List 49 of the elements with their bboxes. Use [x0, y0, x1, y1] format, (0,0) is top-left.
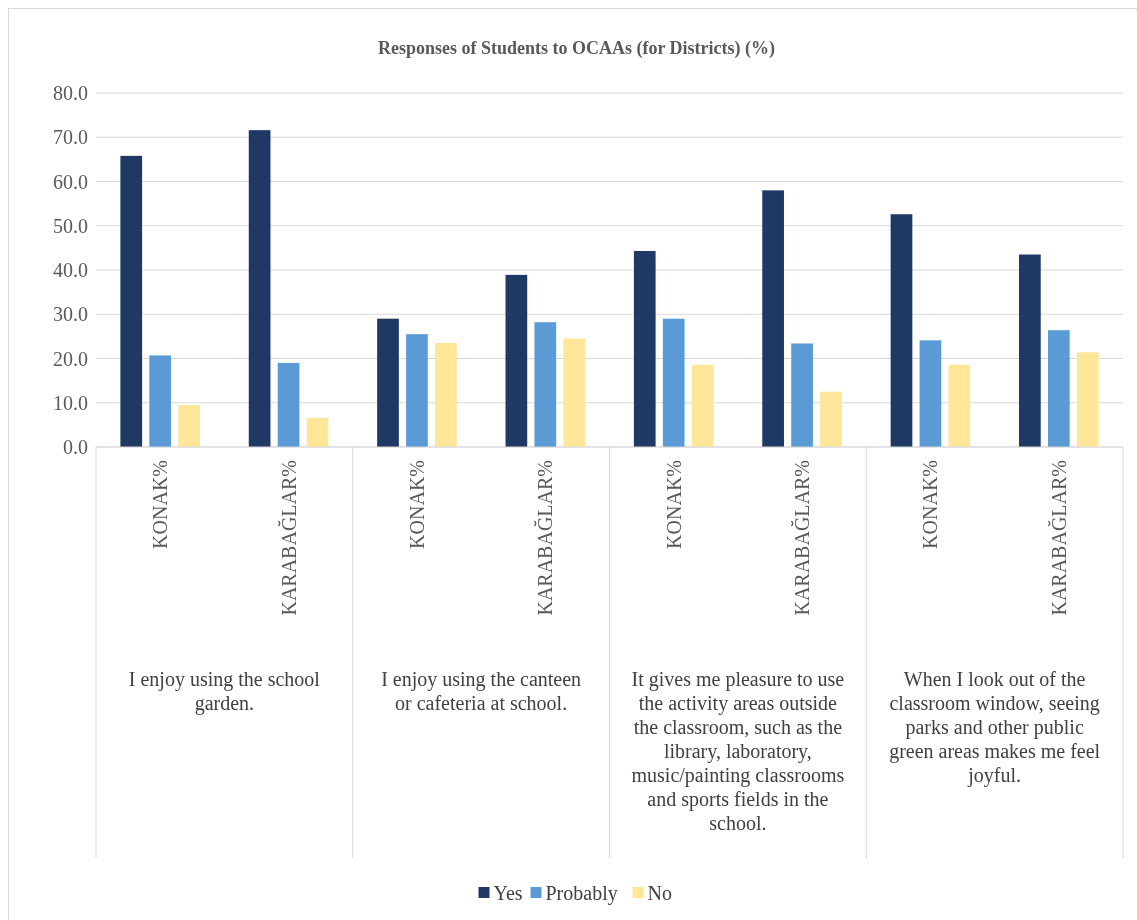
- y-tick-label: 50.0: [53, 214, 88, 237]
- y-tick-label: 30.0: [53, 303, 88, 326]
- bar: [662, 318, 685, 447]
- y-tick-label: 60.0: [53, 170, 88, 193]
- bar: [149, 355, 172, 447]
- bar: [377, 318, 399, 447]
- bar: [306, 417, 329, 447]
- bar: [178, 404, 200, 447]
- x-tick-label: KONAK%: [919, 460, 942, 549]
- legend-label: Probably: [545, 882, 618, 905]
- bar: [919, 340, 942, 447]
- bar: [534, 322, 557, 447]
- bar: [948, 364, 971, 447]
- legend-label: Yes: [493, 882, 523, 904]
- x-tick-label: KARABAĞLAR%: [791, 460, 814, 616]
- x-tick-label: KONAK%: [662, 460, 685, 549]
- y-tick-label: 40.0: [53, 259, 88, 281]
- bar: [563, 338, 586, 447]
- legend-label: No: [647, 882, 672, 904]
- bar: [248, 130, 271, 447]
- bar: [1076, 352, 1099, 447]
- y-tick-label: 20.0: [53, 347, 88, 370]
- bar: [435, 343, 457, 447]
- y-tick-label: 80.0: [53, 82, 88, 104]
- text: It gives me pleasure to use the activity areas outside the classroom, such as the library, laboratory, music/painting classrooms and sports fields in the school.: [631, 668, 845, 834]
- text: I enjoy using the school garden.: [128, 668, 321, 715]
- bar: [1019, 254, 1041, 447]
- bar: [1047, 330, 1070, 447]
- text: When I look out of the classroom window, seeing parks and other public green areas makes me feel joyful.: [889, 668, 1101, 787]
- bar: [791, 343, 813, 447]
- x-tick-label: KARABAĞLAR%: [1047, 460, 1070, 616]
- y-tick-label: 10.0: [53, 391, 88, 414]
- bar: [505, 274, 528, 447]
- bar: [820, 391, 842, 447]
- bar: [406, 334, 428, 447]
- chart-title: Responses of Students to OCAAs (for Districts) (%): [377, 38, 776, 59]
- text: I enjoy using the canteen or cafeteria at school.: [381, 668, 582, 714]
- bar: [890, 214, 913, 447]
- bar: [120, 155, 143, 447]
- x-tick-label: KONAK%: [405, 460, 428, 549]
- bar: [277, 362, 300, 447]
- y-tick-label: 70.0: [53, 126, 88, 149]
- bar: [691, 364, 714, 447]
- x-tick-label: KARABAĞLAR%: [277, 460, 300, 616]
- x-tick-label: KARABAĞLAR%: [534, 460, 557, 616]
- y-tick-label: 0.0: [63, 436, 88, 458]
- bar: [633, 250, 656, 447]
- bar: [762, 190, 784, 447]
- x-tick-label: KONAK%: [149, 460, 172, 549]
